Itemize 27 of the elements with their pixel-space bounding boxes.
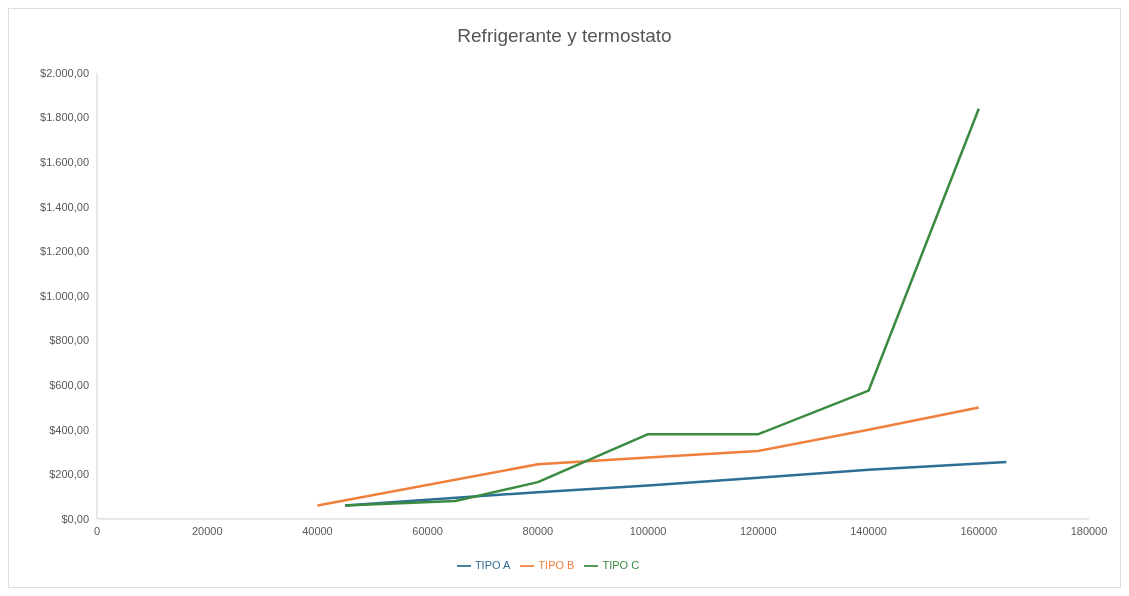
y-tick-label: $800,00	[49, 334, 89, 347]
y-tick-label: $1.400,00	[40, 200, 89, 213]
x-tick-label: 180000	[1070, 524, 1108, 537]
x-tick-label: 80000	[522, 524, 554, 537]
y-tick-label: $1.800,00	[40, 111, 89, 124]
y-tick-label: $2.000,00	[40, 66, 89, 79]
line-series	[316, 406, 981, 507]
chart-title: Refrigerante y termostato	[456, 25, 673, 48]
x-tick-label: 160000	[960, 524, 998, 537]
x-tick-label: 100000	[629, 524, 667, 537]
x-tick-label: 140000	[850, 524, 887, 537]
line-series	[343, 107, 981, 507]
x-tick-label: 120000	[739, 524, 777, 537]
y-tick-label: $200,00	[49, 468, 89, 481]
legend-label: TIPO C	[602, 558, 640, 571]
x-tick-label: 20000	[191, 524, 223, 537]
y-tick-label: $1.600,00	[40, 156, 89, 169]
y-tick-label: $1.200,00	[40, 245, 89, 258]
legend-label: TIPO B	[538, 558, 575, 571]
y-tick-label: $1.000,00	[40, 289, 89, 302]
y-tick-label: $0,00	[61, 512, 89, 525]
y-tick-label: $400,00	[49, 423, 89, 436]
y-tick-label: $600,00	[49, 379, 89, 392]
x-tick-label: 0	[93, 524, 101, 537]
legend-label: TIPO A	[474, 558, 511, 571]
x-tick-label: 40000	[302, 524, 333, 537]
x-tick-label: 60000	[412, 524, 443, 537]
